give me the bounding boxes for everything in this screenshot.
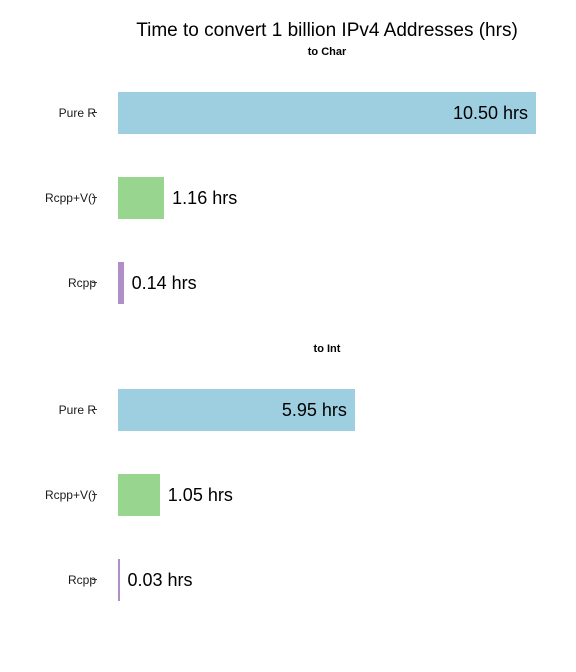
data-label: 0.14 hrs <box>132 262 197 304</box>
category-tick-label: Rcpp+V() <box>45 474 96 516</box>
axis-tick <box>92 494 97 495</box>
chart-title: Time to convert 1 billion IPv4 Addresses… <box>118 20 536 42</box>
bar <box>118 559 120 601</box>
bar-row: Pure R 10.50 hrs <box>0 92 576 134</box>
facet-label: to Char <box>118 46 536 58</box>
axis-tick <box>92 409 97 410</box>
bar-row: Rcpp+V() 1.16 hrs <box>0 177 576 219</box>
axis-tick <box>92 112 97 113</box>
bar <box>118 474 160 516</box>
category-tick-label: Rcpp <box>68 559 96 601</box>
category-tick-label: Pure R <box>59 92 96 134</box>
bar <box>118 262 124 304</box>
bar <box>118 177 164 219</box>
data-label: 5.95 hrs <box>282 389 347 431</box>
facet-label: to Int <box>118 343 536 355</box>
category-tick-label: Pure R <box>59 389 96 431</box>
category-tick-label: Rcpp <box>68 262 96 304</box>
bar-row: Rcpp 0.14 hrs <box>0 262 576 304</box>
axis-tick <box>92 579 97 580</box>
bar-row: Pure R 5.95 hrs <box>0 389 576 431</box>
category-tick-label: Rcpp+V() <box>45 177 96 219</box>
bar-row: Rcpp 0.03 hrs <box>0 559 576 601</box>
axis-tick <box>92 282 97 283</box>
data-label: 10.50 hrs <box>453 92 528 134</box>
axis-tick <box>92 197 97 198</box>
bar-row: Rcpp+V() 1.05 hrs <box>0 474 576 516</box>
data-label: 0.03 hrs <box>128 559 193 601</box>
data-label: 1.05 hrs <box>168 474 233 516</box>
data-label: 1.16 hrs <box>172 177 237 219</box>
